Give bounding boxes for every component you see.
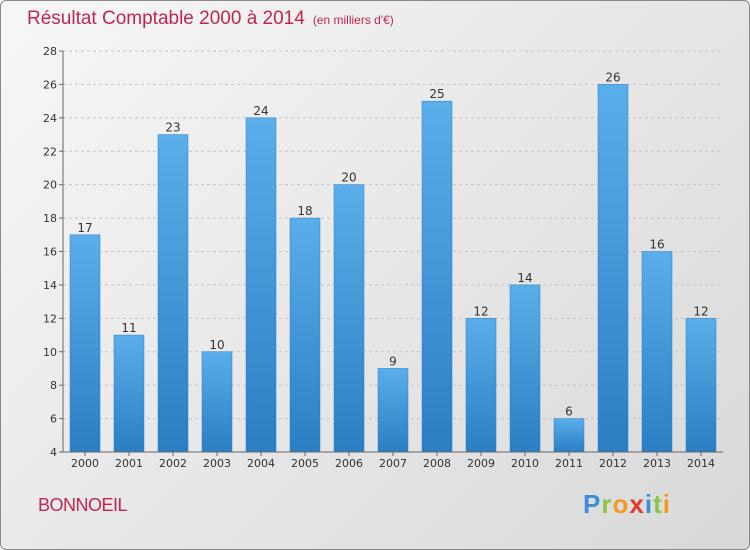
y-tick-label: 22 — [43, 145, 57, 158]
y-tick-label: 14 — [43, 279, 57, 292]
x-tick-label: 2003 — [203, 457, 231, 470]
commune-name: BONNOEIL — [38, 495, 128, 515]
data-label: 20 — [341, 171, 356, 185]
bar-2009 — [465, 318, 497, 453]
logo-letter: i — [662, 489, 671, 519]
y-tick-label: 6 — [50, 413, 57, 426]
y-tick-label: 4 — [50, 446, 57, 459]
bar-2001 — [113, 334, 145, 453]
x-tick-label: 2006 — [335, 457, 363, 470]
x-tick-label: 2013 — [643, 457, 671, 470]
x-tick-label: 2005 — [291, 457, 319, 470]
data-label: 9 — [389, 354, 397, 368]
x-tick-label: 2002 — [159, 457, 187, 470]
bar-2012 — [597, 84, 629, 453]
y-tick-label: 28 — [43, 45, 57, 58]
bar-2006 — [333, 184, 365, 453]
bar-2011 — [553, 418, 585, 453]
chart-title: Résultat Comptable 2000 à 2014 (en millie… — [27, 8, 394, 30]
y-tick-label: 20 — [43, 179, 57, 192]
x-tick-label: 2000 — [71, 457, 99, 470]
data-label: 26 — [605, 70, 620, 84]
x-tick-label: 2010 — [511, 457, 539, 470]
y-tick-label: 8 — [50, 379, 57, 392]
x-tick-label: 2001 — [115, 457, 143, 470]
y-tick-label: 18 — [43, 212, 57, 225]
logo-letter: r — [601, 489, 613, 519]
data-label: 11 — [121, 321, 136, 335]
data-label: 6 — [565, 405, 573, 419]
x-tick-label: 2014 — [687, 457, 715, 470]
bar-layer: 17 11 23 10 24 18 20 9 25 12 14 6 26 16 12 — [69, 70, 717, 453]
chart-subtitle: (en milliers d'€) — [312, 13, 394, 27]
data-label: 14 — [517, 271, 532, 285]
logo-letter: o — [612, 489, 630, 519]
logo-letter: i — [644, 489, 654, 519]
bar-2014 — [685, 318, 717, 453]
bar-2000 — [69, 234, 101, 453]
x-tick-label: 2011 — [555, 457, 583, 470]
data-label: 17 — [77, 221, 92, 235]
bar-2003 — [201, 351, 233, 453]
y-tick-label: 16 — [43, 246, 57, 259]
x-tick-label: 2008 — [423, 457, 451, 470]
data-label: 23 — [165, 121, 180, 135]
chart-title-text: Résultat Comptable 2000 à 2014 — [27, 8, 305, 29]
bar-2010 — [509, 284, 541, 453]
y-tick-label: 26 — [43, 78, 57, 91]
logo-letter: x — [629, 489, 645, 519]
bar-2002 — [157, 134, 189, 453]
bar-2008 — [421, 100, 453, 453]
y-tick-label: 12 — [43, 312, 57, 325]
bar-2007 — [377, 368, 409, 453]
data-label: 16 — [649, 238, 664, 252]
bar-2005 — [289, 217, 321, 453]
data-label: 12 — [473, 304, 488, 318]
y-tick-label: 10 — [43, 346, 57, 359]
x-tick-label: 2007 — [379, 457, 407, 470]
axis-layer: 4 6 8 10 12 14 16 18 20 22 24 26 28 2000 2001 2002 2003 2… — [43, 45, 723, 470]
data-label: 24 — [253, 104, 268, 118]
data-label: 10 — [209, 338, 224, 352]
bar-2004 — [245, 117, 277, 453]
data-label: 12 — [693, 304, 708, 318]
bar-2013 — [641, 251, 673, 453]
data-label: 18 — [297, 204, 312, 218]
x-tick-label: 2009 — [467, 457, 495, 470]
x-tick-label: 2004 — [247, 457, 275, 470]
x-tick-label: 2012 — [599, 457, 627, 470]
logo-letter: t — [653, 489, 663, 519]
proxiti-logo[interactable]: Proxiti — [583, 489, 671, 520]
y-tick-label: 24 — [43, 112, 57, 125]
data-label: 25 — [429, 87, 444, 101]
logo-letter: P — [583, 489, 602, 519]
